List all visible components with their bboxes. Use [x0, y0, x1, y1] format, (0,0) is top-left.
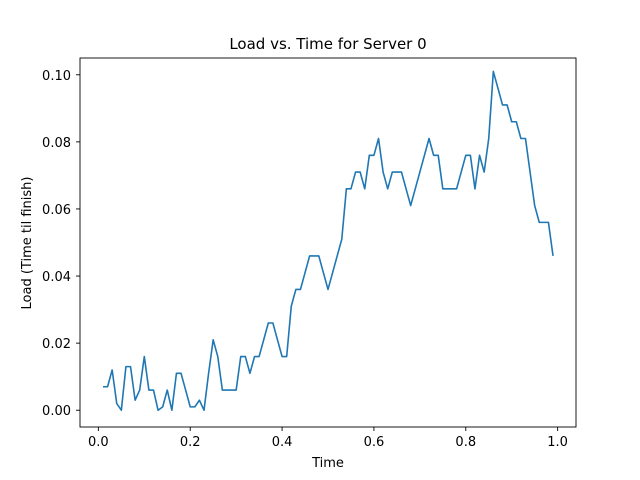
- x-axis-label: Time: [311, 456, 344, 471]
- x-tick-label: 0.2: [180, 435, 201, 450]
- y-tick-label: 0.10: [42, 69, 71, 84]
- y-tick-label: 0.04: [42, 270, 71, 285]
- x-tick-label: 0.4: [272, 435, 293, 450]
- x-tick-label: 0.6: [364, 435, 385, 450]
- chart-title: Load vs. Time for Server 0: [229, 35, 426, 53]
- y-axis-label: Load (Time til finish): [20, 177, 35, 310]
- series-line-0: [102, 70, 554, 412]
- y-tick-label: 0.06: [42, 203, 71, 218]
- y-tick-label: 0.02: [42, 337, 71, 352]
- x-tick-label: 1.0: [547, 435, 568, 450]
- axes-frame: [79, 57, 577, 428]
- x-tick-label: 0.8: [455, 435, 476, 450]
- y-tick-label: 0.00: [42, 404, 71, 419]
- plot-area: 0.0 0.2 0.4 0.6 0.8 1.0 0.00 0.02 0.04 0.06 0.08 0.…: [42, 57, 577, 450]
- y-tick-label: 0.08: [42, 136, 71, 151]
- x-tick-label: 0.0: [88, 435, 109, 450]
